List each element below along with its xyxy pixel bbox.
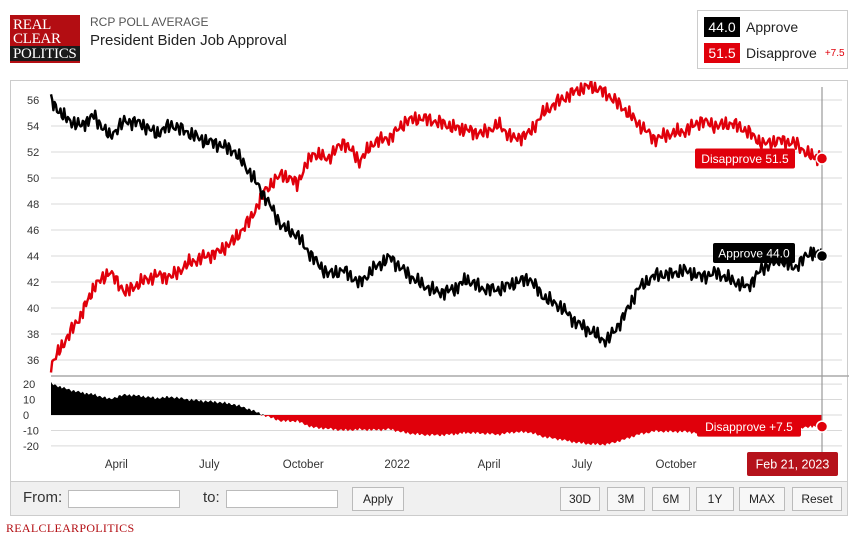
to-date-input[interactable] [226,490,338,508]
from-label: From: [23,489,63,506]
range-6m-button[interactable]: 6M [652,487,690,511]
disapprove-value-pill: 51.5 [704,43,740,63]
x-tick-label: April [105,459,128,471]
from-date-input[interactable] [68,490,180,508]
chart-svg: 36 38 40 42 44 46 48 50 52 54 56 20 10 0 -10 -20 Disappr… [23,81,849,476]
range-controls: From: to: Apply 30D 3M 6M 1Y MAX Reset [10,482,848,516]
disapprove-label: Disapprove [746,45,817,61]
date-flag: Feb 21, 2023 [756,458,830,472]
disapprove-marker [815,152,829,165]
range-1y-button[interactable]: 1Y [696,487,734,511]
spread-flag: Disapprove +7.5 [705,420,793,434]
legend-disapprove: 51.5 Disapprove +7.5 [704,43,845,63]
y-tick-label: 38 [27,329,39,341]
logo-line-2: CLEAR [13,31,61,47]
approve-flag-bg [713,243,795,263]
spread-tick-label: -10 [23,425,39,437]
spread-area-approve [51,381,822,415]
y-tick-label: 50 [27,173,39,185]
spread-area-disapprove [51,415,822,446]
y-tick-label: 56 [27,95,39,107]
legend-box: 44.0 Approve 51.5 Disapprove +7.5 [697,10,848,69]
spread-tick-label: -20 [23,441,39,453]
y-tick-label: 48 [27,199,39,211]
y-tick-label: 44 [27,251,39,263]
disapprove-flag: Disapprove 51.5 [701,152,789,166]
chart-title: President Biden Job Approval [90,32,287,49]
legend-approve: 44.0 Approve [704,17,798,37]
spread-marker [815,420,829,433]
chart-subtitle: RCP POLL AVERAGE [90,15,209,29]
logo-line-3: POLITICS [10,46,80,62]
y-tick-label: 36 [27,355,39,367]
disapprove-line [49,81,823,373]
approve-value-pill: 44.0 [704,17,740,37]
approve-line [49,94,824,348]
range-max-button[interactable]: MAX [739,487,785,511]
y-tick-label: 42 [27,277,39,289]
logo-line-1: REAL [13,17,51,33]
approve-flag: Approve 44.0 [718,247,790,261]
range-3m-button[interactable]: 3M [607,487,645,511]
disapprove-flag-bg [695,148,795,169]
reset-button[interactable]: Reset [792,487,842,511]
x-tick-label: October [656,459,697,471]
y-tick-label: 52 [27,147,39,159]
spread-tick-label: 0 [23,410,29,422]
y-tick-label: 46 [27,225,39,237]
spread-flag-bg [697,416,801,437]
x-tick-label: July [199,459,220,471]
y-tick-label: 40 [27,303,39,315]
spread-tick-label: 20 [23,379,35,391]
footer-brand: REALCLEARPOLITICS [6,521,135,535]
range-30d-button[interactable]: 30D [560,487,600,511]
x-tick-label: October [283,459,324,471]
x-tick-label: April [478,459,501,471]
chart-panel[interactable]: 36 38 40 42 44 46 48 50 52 54 56 20 10 0 -10 -20 Disappr… [10,80,849,482]
rcp-logo: REAL CLEAR POLITICS [10,15,80,63]
approve-label: Approve [746,19,799,35]
y-tick-label: 54 [27,121,39,133]
spread-tick-label: 10 [23,395,35,407]
approve-marker [815,249,829,263]
date-flag-bg [747,452,838,476]
x-tick-label: July [572,459,593,471]
to-label: to: [203,489,220,506]
x-tick-label: 2022 [384,459,410,471]
spread-value: +7.5 [824,47,845,59]
apply-button[interactable]: Apply [352,487,404,511]
